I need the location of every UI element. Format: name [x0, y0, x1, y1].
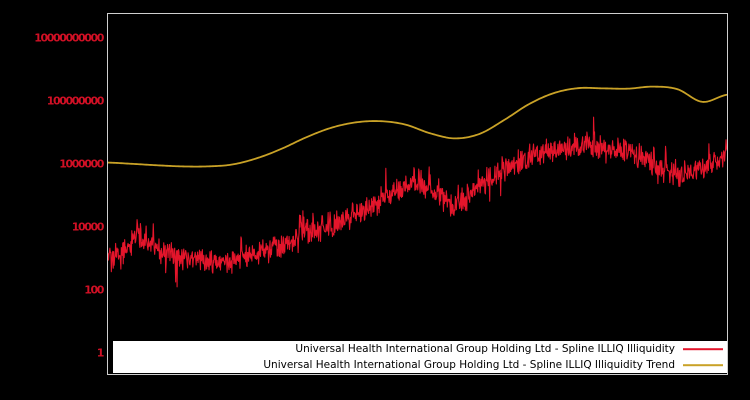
series-line-illiquidity-trend: [108, 85, 727, 168]
series-line-illiquidity: [108, 116, 727, 288]
legend-line-illiquidity: [683, 348, 723, 350]
legend-line-swatch-illiquidity: [683, 344, 723, 355]
plot-svg: [108, 85, 727, 288]
legend-label-illiquidity-trend: Universal Health International Group Hol…: [263, 358, 675, 371]
y-axis-tick-label: 10000: [71, 220, 105, 234]
y-axis-tick-label: 1000000: [59, 157, 104, 171]
legend-label-illiquidity: Universal Health International Group Hol…: [295, 342, 675, 355]
y-axis-tick-label: 100: [84, 283, 104, 297]
y-axis-tick-label: 100000000: [46, 94, 105, 108]
plot-area: [107, 13, 728, 375]
legend-entry-illiquidity-trend: Universal Health International Group Hol…: [113, 357, 727, 373]
y-axis-tick-label: 10000000000: [34, 31, 104, 45]
legend-entry-illiquidity: Universal Health International Group Hol…: [113, 341, 727, 357]
y-axis-tick-label: 1: [96, 346, 105, 360]
y-axis-tick-labels: 10000000000 100000000 1000000 10000 100 1: [0, 0, 105, 400]
legend-line-illiquidity-trend: [683, 364, 723, 366]
chart-legend: Universal Health International Group Hol…: [113, 341, 727, 373]
legend-line-swatch-illiquidity-trend: [683, 360, 723, 371]
